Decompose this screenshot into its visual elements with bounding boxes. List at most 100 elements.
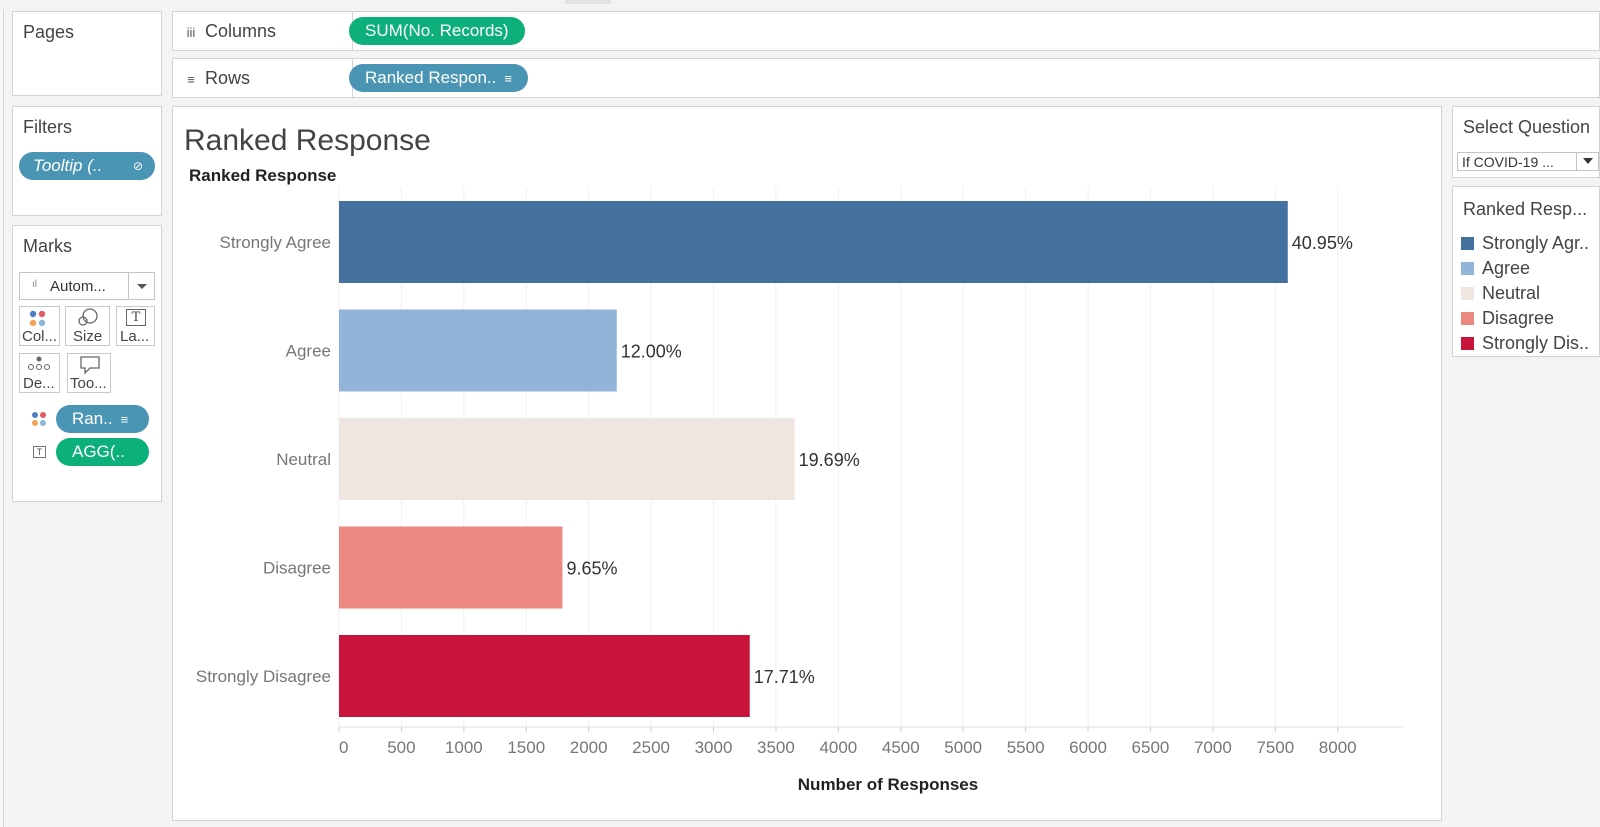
x-tick-label: 0	[339, 738, 348, 757]
bar-data-label: 17.71%	[754, 667, 815, 687]
text-label-icon: T	[33, 446, 46, 458]
pages-card[interactable]: Pages	[12, 11, 162, 96]
question-dropdown-value: If COVID-19 ...	[1462, 154, 1554, 170]
tooltip-filter-text: Tooltip (..	[33, 156, 103, 175]
marks-card[interactable]: Marks ıl Autom... Col... Size T La... De…	[12, 225, 162, 502]
mark-type-dropdown[interactable]: ıl Autom...	[19, 272, 155, 300]
rows-pill-text: Ranked Respon..	[365, 68, 497, 87]
filters-title: Filters	[23, 117, 72, 137]
detail-button[interactable]: De...	[19, 353, 60, 393]
bar-chart: Ranked Response Ranked Response Strongly…	[184, 124, 1403, 794]
mark-type-value: Autom...	[50, 278, 106, 295]
detail-dots-icon	[28, 356, 50, 370]
x-tick-label: 8000	[1319, 738, 1357, 757]
filters-card[interactable]: Filters Tooltip (.. ⊘	[12, 106, 162, 216]
y-category-label: Disagree	[263, 559, 331, 578]
bar[interactable]	[339, 201, 1288, 283]
legend-swatch	[1461, 262, 1474, 275]
legend-title: Ranked Resp...	[1463, 199, 1588, 219]
x-tick-label: 5500	[1007, 738, 1045, 757]
bar[interactable]	[339, 526, 563, 609]
legend-label: Agree	[1482, 258, 1531, 278]
color-button[interactable]: Col...	[19, 306, 60, 346]
chart-card: Ranked Response Ranked Response Strongly…	[172, 106, 1442, 821]
color-legend-card[interactable]: Ranked Resp... Strongly Agr.. Agree Neut…	[1452, 186, 1600, 357]
label-button[interactable]: T La...	[116, 306, 155, 346]
columns-pill[interactable]: SUM(No. Records)	[349, 17, 525, 45]
bar-data-label: 9.65%	[566, 559, 617, 579]
legend-item-neutral[interactable]: Neutral	[1461, 282, 1540, 304]
x-tick-label: 6500	[1132, 738, 1170, 757]
select-question-title: Select Question	[1463, 117, 1591, 137]
x-axis-label: Number of Responses	[798, 775, 978, 794]
x-tick-label: 4500	[882, 738, 920, 757]
color-field-pill[interactable]: Ran.. ≡	[56, 405, 149, 433]
tooltip-filter-pill[interactable]: Tooltip (.. ⊘	[19, 152, 155, 180]
legend-label: Strongly Agr..	[1482, 233, 1590, 253]
bar[interactable]	[339, 418, 795, 500]
color-dots-icon	[32, 412, 46, 426]
columns-pill-text: SUM(No. Records)	[365, 21, 509, 40]
x-tick-label: 2000	[570, 738, 608, 757]
label-field-pill[interactable]: AGG(..	[56, 438, 149, 466]
bar-data-label: 12.00%	[621, 342, 682, 362]
x-tick-label: 2500	[632, 738, 670, 757]
bar[interactable]	[339, 309, 617, 392]
sheet-tab[interactable]	[565, 0, 611, 4]
left-rail	[0, 9, 4, 827]
rows-shelf[interactable]: ≡ Rows Ranked Respon.. ≡	[172, 58, 1600, 98]
legend-swatch	[1461, 237, 1474, 250]
chart-title: Ranked Response	[184, 124, 431, 157]
legend-label: Disagree	[1482, 308, 1555, 328]
question-dropdown[interactable]: If COVID-19 ...	[1457, 152, 1599, 171]
x-tick-label: 3500	[757, 738, 795, 757]
legend-label: Neutral	[1482, 283, 1541, 303]
color-field-text: Ran..	[72, 409, 113, 428]
legend-label: Strongly Dis..	[1482, 333, 1590, 353]
rows-icon: ≡	[187, 72, 195, 87]
sort-descending-icon: ≡	[504, 71, 512, 86]
rows-label-text: Rows	[205, 68, 251, 88]
legend-item-agree[interactable]: Agree	[1461, 257, 1530, 279]
bar-data-label: 19.69%	[799, 450, 860, 470]
size-button-label: Size	[73, 328, 103, 345]
legend-swatch	[1461, 287, 1474, 300]
marks-title: Marks	[23, 236, 72, 256]
x-tick-label: 3000	[695, 738, 733, 757]
select-question-card[interactable]: Select Question If COVID-19 ...	[1452, 106, 1600, 178]
columns-label: iii Columns	[173, 12, 353, 50]
link-icon: ⊘	[132, 159, 143, 173]
y-category-label: Strongly Disagree	[196, 667, 331, 686]
x-tick-label: 1000	[445, 738, 483, 757]
chevron-down-icon	[128, 273, 154, 299]
rows-pill[interactable]: Ranked Respon.. ≡	[349, 64, 528, 92]
x-tick-label: 5000	[944, 738, 982, 757]
legend-item-disagree[interactable]: Disagree	[1461, 307, 1554, 329]
columns-shelf[interactable]: iii Columns SUM(No. Records)	[172, 11, 1600, 51]
tooltip-button[interactable]: Too...	[67, 353, 111, 393]
columns-label-text: Columns	[205, 21, 277, 41]
legend-item-strongly-agree[interactable]: Strongly Agr..	[1461, 232, 1589, 254]
color-button-label: Col...	[22, 328, 58, 345]
speech-bubble-icon	[80, 356, 100, 375]
bar[interactable]	[339, 635, 750, 717]
x-tick-label: 4000	[819, 738, 857, 757]
pages-title: Pages	[23, 22, 75, 42]
x-tick-label: 6000	[1069, 738, 1107, 757]
legend-item-strongly-disagree[interactable]: Strongly Dis..	[1461, 332, 1589, 354]
top-strip	[0, 0, 1600, 9]
text-label-icon: T	[126, 309, 146, 326]
x-tick-label: 7000	[1194, 738, 1232, 757]
y-category-label: Neutral	[276, 450, 331, 469]
sort-descending-icon: ≡	[120, 412, 129, 427]
label-field-text: AGG(..	[72, 442, 125, 461]
bar-chart-icon: ıl	[32, 279, 37, 290]
x-tick-label: 7500	[1256, 738, 1294, 757]
x-tick-label: 500	[387, 738, 415, 757]
detail-button-label: De...	[23, 375, 55, 392]
size-button[interactable]: Size	[65, 306, 110, 346]
tooltip-button-label: Too...	[70, 375, 107, 392]
y-category-label: Agree	[286, 342, 331, 361]
color-dots-icon	[29, 310, 46, 327]
legend-swatch	[1461, 312, 1474, 325]
